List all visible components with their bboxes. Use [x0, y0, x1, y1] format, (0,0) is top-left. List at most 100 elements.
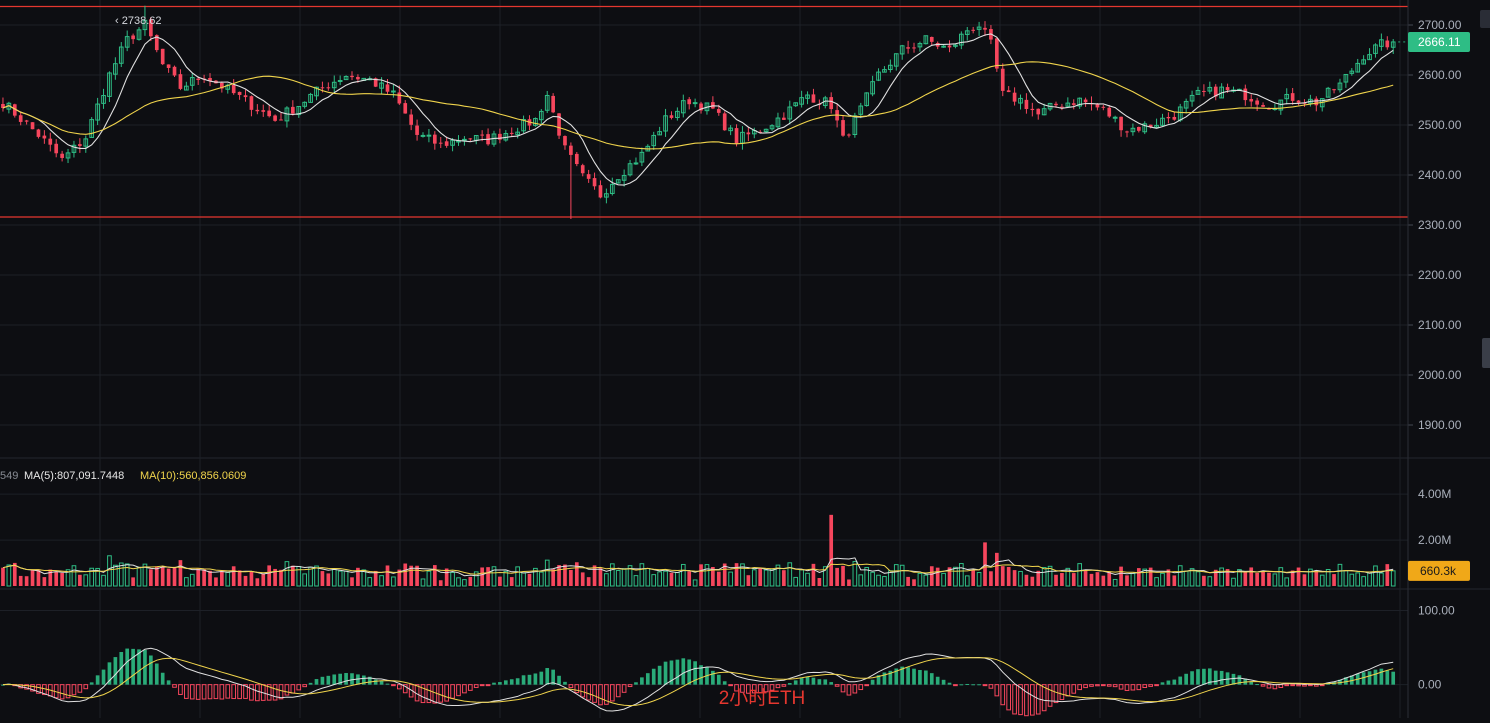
volume-bar-up: [775, 564, 781, 587]
macd-hist-up: [882, 672, 887, 685]
volume-bar-down: [746, 575, 751, 586]
candle-body-up: [296, 105, 302, 116]
volume-bar-up: [89, 567, 95, 587]
candle-body-up: [657, 131, 662, 136]
volume-bar-up: [361, 569, 367, 587]
candle-body-down: [569, 145, 573, 155]
volume-bar-up: [639, 563, 645, 587]
volume-bar-up: [1018, 570, 1023, 587]
candle-body-up: [728, 127, 733, 132]
volume-bar-down: [373, 570, 378, 586]
volume-ma5-label: MA(5):807,091.7448: [24, 470, 124, 482]
candle-body-down: [574, 153, 579, 165]
volume-bar-down: [415, 565, 419, 586]
candle-body-down: [24, 120, 29, 122]
candle-body-up: [876, 71, 881, 81]
volume-bar-down: [912, 579, 916, 586]
volume-bar-down: [1030, 576, 1035, 586]
candle-body-up: [544, 94, 550, 111]
candle-body-down: [1125, 131, 1129, 133]
candle-body-down: [947, 45, 952, 48]
volume-bar-up: [426, 570, 432, 587]
volume-bar-down: [154, 566, 159, 586]
macd-hist-down: [1112, 684, 1118, 688]
macd-hist-up: [657, 665, 662, 685]
macd-hist-down: [1148, 684, 1153, 687]
volume-bar-up: [740, 563, 745, 587]
candle-body-up: [1284, 93, 1290, 100]
macd-hist-up: [1184, 673, 1188, 685]
volume-bar-down: [1101, 575, 1106, 586]
macd-hist-down: [71, 684, 77, 696]
macd-hist-up: [894, 668, 899, 685]
volume-bar-down: [320, 571, 325, 586]
volume-bar-up: [142, 563, 148, 587]
candle-body-up: [113, 63, 118, 75]
macd-hist-down: [840, 684, 846, 693]
candle-body-down: [166, 64, 171, 68]
volume-bar-up: [1207, 576, 1213, 587]
sidebar-handle-1[interactable]: [1480, 10, 1490, 28]
volume-bar-up: [1367, 571, 1372, 587]
volume-bar-down: [178, 560, 183, 586]
volume-bar-down: [1267, 572, 1271, 586]
macd-hist-up: [1373, 669, 1378, 685]
macd-hist-up: [645, 673, 650, 685]
macd-hist-down: [255, 684, 260, 702]
macd-hist-down: [462, 684, 467, 694]
volume-bar-down: [1119, 566, 1123, 586]
candle-body-down: [557, 113, 561, 136]
candle-body-down: [847, 134, 851, 136]
candle-body-up: [89, 119, 95, 138]
volume-bar-up: [420, 578, 426, 587]
volume-bar-down: [131, 577, 135, 586]
candle-body-down: [78, 144, 82, 146]
volume-bar-up: [113, 564, 118, 587]
macd-hist-up: [1255, 684, 1259, 686]
macd-hist-down: [225, 684, 231, 699]
macd-hist-up: [367, 676, 372, 685]
volume-bar-down: [935, 567, 940, 586]
macd-hist-down: [1118, 684, 1124, 690]
current-price-tag: [1408, 31, 1470, 52]
macd-hist-down: [1000, 684, 1006, 706]
candle-body-down: [397, 92, 402, 104]
candle-body-up: [337, 80, 343, 83]
volume-bar-up: [953, 566, 958, 587]
candle-body-down: [237, 91, 242, 95]
macd-hist-up: [160, 672, 165, 685]
candle-body-down: [438, 142, 443, 144]
candle-body-down: [273, 115, 277, 121]
volume-bar-up: [609, 563, 615, 587]
scroll-handle[interactable]: [1482, 338, 1490, 368]
macd-hist-down: [757, 684, 763, 694]
volume-bar-down: [279, 569, 283, 586]
macd-hist-down: [1124, 684, 1130, 691]
volume-bar-down: [12, 562, 17, 586]
candle-body-down: [1083, 99, 1088, 103]
volume-bar-up: [657, 571, 662, 587]
candle-body-up: [1189, 94, 1195, 102]
volume-bar-down: [1332, 574, 1336, 586]
macd-hist-up: [89, 682, 94, 685]
candle-body-down: [468, 138, 473, 140]
volume-bar-up: [923, 574, 929, 587]
macd-hist-down: [266, 684, 272, 701]
volume-bar-up: [118, 562, 124, 587]
macd-hist-up: [1379, 668, 1384, 685]
candle-body-down: [1012, 92, 1017, 102]
volume-bar-down: [574, 562, 579, 586]
volume-bar-down: [906, 576, 910, 586]
macd-hist-up: [539, 671, 544, 685]
volume-bar-down: [509, 577, 514, 586]
volume-bar-up: [503, 570, 509, 587]
macd-hist-up: [1172, 679, 1177, 685]
volume-bar-up: [864, 567, 870, 587]
volume-bar-down: [397, 569, 402, 586]
macd-hist-down: [1296, 684, 1301, 687]
candle-body-up: [1343, 73, 1349, 83]
volume-bar-up: [1355, 572, 1361, 587]
macd-hist-down: [746, 684, 751, 694]
macd-hist-up: [793, 680, 798, 685]
volume-bar-down: [580, 572, 585, 586]
